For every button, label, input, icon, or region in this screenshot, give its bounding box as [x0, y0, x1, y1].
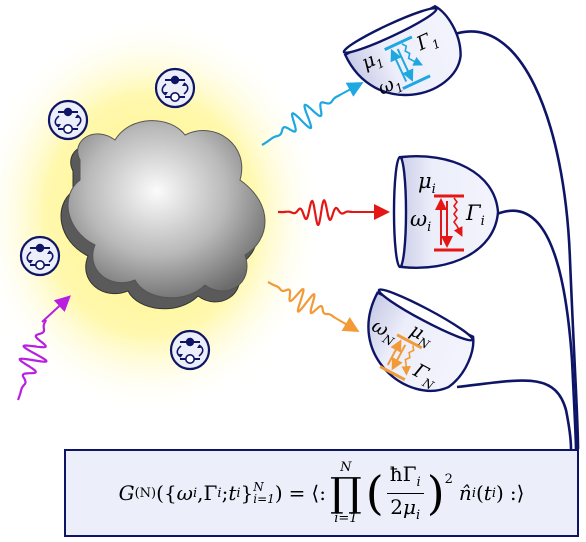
formula-frac-gamma: Γ: [402, 461, 417, 486]
formula-n-sub: i: [471, 485, 476, 501]
formula-args-close: }: [240, 481, 254, 505]
formula-gamma: Γ: [203, 481, 218, 505]
formula-n-t: t: [483, 481, 492, 505]
formula-frac-gamma-sub: i: [416, 474, 421, 490]
detector-i: μi ωi Γi: [392, 155, 500, 269]
detector-1: μ1 ω1 Γ1: [342, 4, 462, 100]
formula-semicolon: ;: [221, 481, 229, 505]
formula-hbar: ħ: [389, 461, 403, 486]
formula-omega-sub: i: [192, 485, 198, 501]
formula-paren-right: ): [426, 466, 445, 520]
formula-product-symbol: ∏: [329, 470, 362, 516]
formula-G: G: [118, 481, 135, 505]
formula-set-sup: N: [253, 480, 264, 494]
photon-to-detector-i: [278, 199, 390, 227]
formula-comma: ,: [197, 481, 204, 505]
formula-frac-mu: μ: [402, 494, 416, 519]
formula-gamma-sub: i: [217, 485, 222, 501]
formula-right-bracket: :⟩: [509, 481, 525, 505]
formula-product-top: N: [340, 460, 352, 475]
formula-product-bottom: i=1: [334, 511, 358, 526]
formula-frac-two: 2: [390, 494, 403, 519]
photon-to-detector-1: [261, 82, 364, 146]
formula-n-hat: n̂: [458, 481, 472, 505]
formula-close-paren: ): [274, 481, 283, 505]
detector-i-mu: μi: [418, 169, 436, 197]
two-level-system-icon: [169, 329, 211, 371]
formula-product: N ∏ i=1: [330, 461, 362, 525]
two-level-system-icon: [19, 235, 61, 277]
formula-power: 2: [444, 471, 453, 487]
formula-omega: ω: [176, 481, 193, 505]
formula-left-bracket: ⟨:: [311, 481, 326, 505]
formula-fraction: ħΓi 2μi: [386, 461, 424, 524]
two-level-system-icon: [154, 67, 196, 109]
formula-G-order: (N): [134, 485, 157, 501]
formula-n-t-sub: i: [491, 485, 497, 501]
detector-i-gamma: Γi: [465, 201, 485, 229]
formula-t-sub: i: [236, 485, 241, 501]
formula-set-sub: i=1: [253, 492, 275, 506]
formula-t: t: [228, 481, 237, 505]
scattering-medium: [60, 120, 266, 310]
detector-N: μN ωN ΓN: [367, 288, 475, 393]
two-level-system-icon: [47, 99, 89, 141]
photon-to-detector-N: [267, 281, 360, 333]
formula-t-open: (: [475, 481, 484, 505]
formula-args-open: ({: [156, 481, 177, 505]
detector-i-omega: ωi: [410, 207, 431, 235]
formula-paren-left: (: [365, 466, 384, 520]
detector-cables: [451, 30, 580, 450]
formula-t-close: ): [496, 481, 504, 505]
formula-equals: =: [288, 481, 306, 505]
formula-frac-mu-sub: i: [415, 507, 421, 523]
input-photon: [16, 295, 71, 401]
